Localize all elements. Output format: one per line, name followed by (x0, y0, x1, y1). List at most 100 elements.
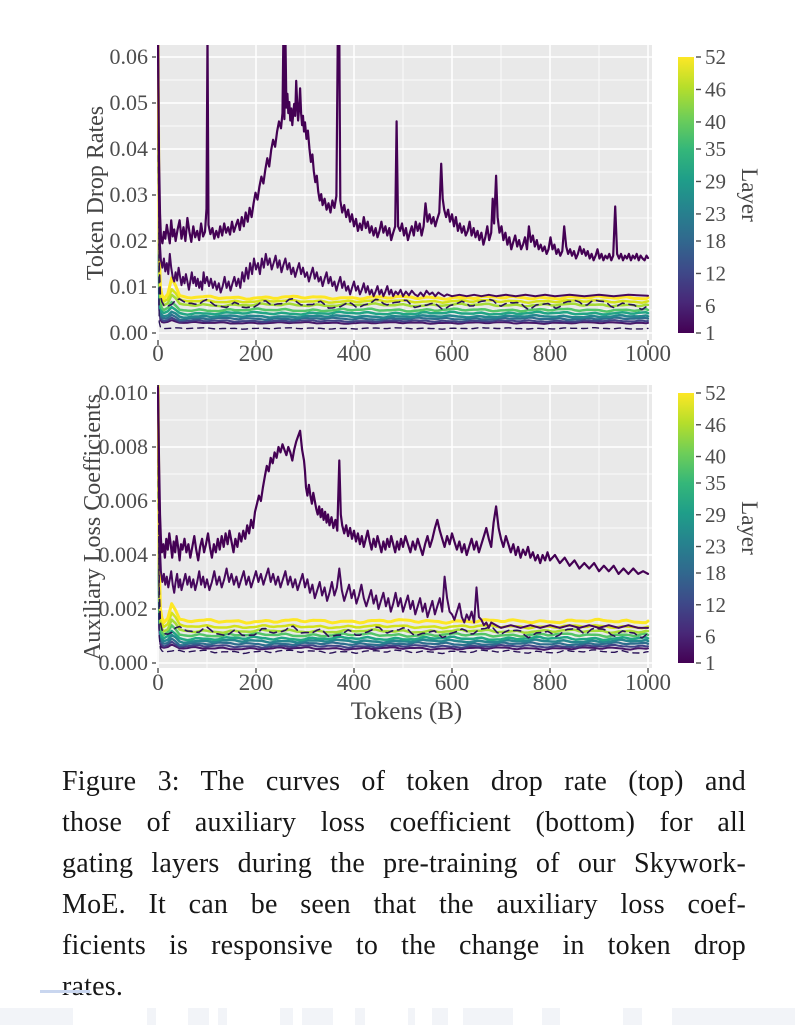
svg-text:400: 400 (337, 670, 372, 695)
caption-line-5: ficients is responsive to the change in … (62, 930, 746, 961)
svg-text:800: 800 (533, 341, 568, 366)
svg-text:1000: 1000 (625, 341, 671, 366)
svg-text:18: 18 (705, 561, 726, 585)
svg-text:12: 12 (705, 261, 726, 285)
svg-text:0.000: 0.000 (99, 650, 149, 675)
svg-text:0.006: 0.006 (99, 488, 149, 513)
series-layer-18 (157, 45, 650, 322)
faint-blue-mark (40, 990, 90, 993)
chart-aux-loss-coefficients: 0.000 0.002 0.004 0.006 0.008 0.010 0 200 400 600… (80, 380, 762, 725)
clipped-text-fragment-6 (302, 1008, 333, 1025)
svg-text:29: 29 (705, 503, 726, 527)
svg-text:18: 18 (705, 229, 726, 253)
series-layer-18 (157, 385, 650, 647)
svg-text:400: 400 (337, 341, 372, 366)
series-layer-1 (157, 45, 650, 262)
svg-text:52: 52 (705, 45, 726, 69)
y-tick-labels: 0.00 0.01 0.02 0.03 0.04 0.05 0.06 (110, 44, 149, 345)
series-layer-29 (157, 45, 650, 316)
colorbar (678, 57, 694, 333)
colorbar-tick-labels: 1 6 12 18 23 29 35 40 46 52 (705, 45, 726, 345)
series-layer-3-dash (157, 45, 649, 311)
chart-token-drop-rates: 0.00 0.01 0.02 0.03 0.04 0.05 0.06 0 200 400 600 80… (83, 44, 762, 366)
series-lines (157, 45, 650, 330)
svg-text:46: 46 (705, 413, 726, 437)
svg-text:6: 6 (705, 625, 716, 649)
svg-text:0: 0 (152, 670, 164, 695)
svg-text:0.004: 0.004 (99, 542, 149, 567)
x-tick-labels: 0 200 400 600 800 1000 (152, 341, 671, 366)
series-layer-23 (157, 385, 650, 645)
y-axis-title: Auxiliary Loss Coefficients (80, 394, 106, 660)
series-layer-46 (157, 45, 650, 305)
major-gridlines (157, 45, 652, 340)
series-layer-2 (157, 386, 649, 629)
figure3-caption: Figure 3: The curves of token drop rate … (62, 761, 746, 1007)
series-lines (157, 385, 650, 655)
svg-text:12: 12 (705, 593, 726, 617)
svg-text:0.00: 0.00 (110, 320, 149, 345)
svg-text:0.008: 0.008 (99, 434, 149, 459)
caption-line-2: those of auxiliary loss coefficient (bot… (62, 807, 746, 838)
svg-text:6: 6 (705, 294, 716, 318)
svg-text:200: 200 (239, 670, 274, 695)
series-layer-52 (157, 45, 650, 301)
svg-text:600: 600 (435, 341, 470, 366)
svg-text:29: 29 (705, 169, 726, 193)
clipped-text-fragment-3 (188, 1008, 209, 1025)
svg-text:0.06: 0.06 (110, 44, 149, 69)
series-layer-35 (157, 385, 650, 639)
y-axis-title: Token Drop Rates (83, 106, 109, 280)
axis-tick-marks (152, 56, 649, 345)
clipped-text-fragment-9 (432, 1008, 448, 1025)
svg-text:0: 0 (152, 341, 164, 366)
svg-text:600: 600 (435, 670, 470, 695)
svg-text:0.03: 0.03 (110, 182, 149, 207)
svg-text:0.010: 0.010 (99, 380, 149, 405)
svg-text:0.04: 0.04 (110, 136, 149, 161)
clipped-text-fragment-5 (280, 1008, 293, 1025)
svg-text:800: 800 (533, 670, 568, 695)
svg-text:46: 46 (705, 77, 726, 101)
series-layer-3-dash (157, 385, 649, 639)
caption-line-1: Figure 3: The curves of token drop rate … (62, 766, 746, 797)
svg-text:40: 40 (705, 445, 726, 469)
clipped-text-fragment-4 (218, 1008, 227, 1025)
colorbar-title: Layer (737, 168, 762, 222)
caption-line-4: MoE. It can be seen that the auxiliary l… (62, 889, 746, 920)
svg-text:52: 52 (705, 381, 726, 405)
colorbar-tick-marks (696, 56, 701, 334)
y-tick-labels: 0.000 0.002 0.004 0.006 0.008 0.010 (99, 380, 149, 675)
plot-area (157, 45, 652, 340)
minor-gridlines (157, 45, 652, 340)
clipped-text-fragment-8 (408, 1008, 415, 1025)
svg-text:40: 40 (705, 110, 726, 134)
svg-text:0.01: 0.01 (110, 274, 149, 299)
series-layer-6 (157, 45, 649, 325)
series-layer-23 (157, 45, 650, 319)
clipped-text-fragment-11 (542, 1008, 560, 1025)
clipped-text-fragment-2 (147, 1008, 156, 1025)
series-layer-2 (157, 45, 649, 298)
series-layer-1 (157, 386, 650, 575)
series-layer-4-dash (157, 385, 649, 655)
colorbar-title: Layer (737, 501, 762, 555)
clipped-text-fragment-1 (0, 1008, 73, 1025)
series-layer-52 (157, 385, 650, 625)
svg-text:35: 35 (705, 137, 726, 161)
series-layer-40 (157, 45, 650, 308)
svg-text:23: 23 (705, 202, 726, 226)
svg-text:1: 1 (705, 321, 716, 345)
figure3-charts: 0.000.010.020.030.040.050.060 200 400 600 80… (80, 44, 762, 725)
series-layer-6 (157, 385, 649, 651)
x-axis-title: Tokens (B) (351, 698, 462, 725)
clipped-text-fragment-12 (623, 1008, 642, 1025)
x-tick-labels: 0 200 400 600 800 1000 (152, 670, 671, 695)
svg-text:200: 200 (239, 341, 274, 366)
caption-line-3: gating layers during the pre-training of… (62, 848, 746, 879)
colorbar (678, 393, 694, 663)
clipped-text-fragment-7 (355, 1008, 365, 1025)
svg-text:35: 35 (705, 471, 726, 495)
colorbar-tick-marks (696, 392, 701, 664)
